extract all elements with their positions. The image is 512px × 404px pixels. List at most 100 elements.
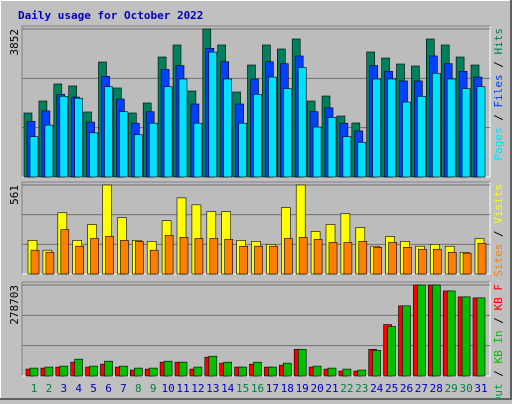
bar [282,88,292,178]
x-tick-label: 10 [161,382,174,395]
bar [148,367,158,377]
x-tick-label: 18 [281,382,294,395]
bar [223,361,232,377]
x-tick-label: 21 [325,382,338,395]
bar [283,238,293,275]
bar [104,360,113,377]
bar [59,365,69,377]
x-tick-label: 27 [415,382,428,395]
bar [59,96,69,178]
legend-separator: / [492,311,505,331]
x-tick-label: 4 [75,382,82,395]
x-tick-label: 14 [221,382,235,395]
bar [223,78,232,178]
bar [268,76,277,178]
x-tick-label: 26 [400,382,413,395]
bar [75,245,84,275]
y-tick-label: 561 [8,185,21,205]
bar [253,361,262,377]
legend-entry: Sites [492,244,505,277]
bar [193,122,203,178]
x-tick-label: 19 [296,382,309,395]
bar [387,326,396,377]
bar [446,78,456,178]
bar [178,78,188,178]
x-tick-label: 2 [46,382,53,395]
legend: Pages / Files / Hits [492,28,505,161]
bar [90,238,99,275]
x-tick-label: 6 [105,382,112,395]
bar [134,367,143,377]
bar [29,136,39,178]
x-tick-label: 12 [191,382,204,395]
x-tick-label: 30 [459,382,472,395]
x-tick-label: 20 [310,382,323,395]
bar [269,245,278,275]
bar [342,136,352,178]
bar [193,366,203,377]
bar [44,366,54,377]
bar [477,243,487,275]
bar [387,78,396,178]
bar [431,284,441,377]
bar [105,236,114,275]
bar [417,284,426,377]
bar [298,237,308,275]
bar [179,237,189,275]
bar [135,241,144,275]
bar [297,348,307,377]
bar [461,296,471,377]
bar [194,238,204,275]
bar [357,369,367,377]
legend: Sites / Visits [492,184,505,277]
bar [432,248,442,275]
bar [358,241,368,275]
x-tick-label: 13 [206,382,219,395]
bar [282,362,292,377]
bar [388,242,397,275]
legend-entry: KB In [492,330,505,363]
bar [431,72,441,178]
x-tick-label: 1 [31,382,38,395]
bar [163,86,173,178]
bar [461,88,471,178]
bar [402,101,411,178]
chart-title: Daily usage for October 2022 [18,9,203,22]
bar [446,290,456,377]
bar [74,358,83,377]
legend-entry: Hits [492,28,505,55]
legend-entry: Pages [492,127,505,160]
legend-entry: Visits [492,184,505,224]
x-tick-label: 7 [120,382,127,395]
bar [209,238,219,275]
legend-entry: Files [492,74,505,107]
bar [208,355,218,377]
bar [119,365,128,377]
legend-separator: / [492,224,505,244]
bar [268,366,277,377]
x-tick-label: 9 [150,382,157,395]
bar [104,86,113,178]
bar [417,96,426,178]
x-tick-label: 31 [474,382,487,395]
x-tick-label: 8 [135,382,142,395]
x-tick-label: 5 [90,382,97,395]
bar [208,51,218,178]
bar [402,305,411,377]
legend-separator: / [492,364,505,384]
x-tick-label: 3 [60,382,67,395]
bar [327,367,337,377]
bar [328,242,338,275]
bar [462,252,472,275]
bar [297,67,307,178]
bar [60,229,70,275]
bar [476,86,486,178]
bar [238,366,247,377]
legend-entry: KB F [492,284,505,311]
bar [239,245,248,275]
bar [418,248,427,275]
x-tick-label: 29 [445,382,458,395]
bar [149,249,159,275]
x-tick-label: 25 [385,382,398,395]
